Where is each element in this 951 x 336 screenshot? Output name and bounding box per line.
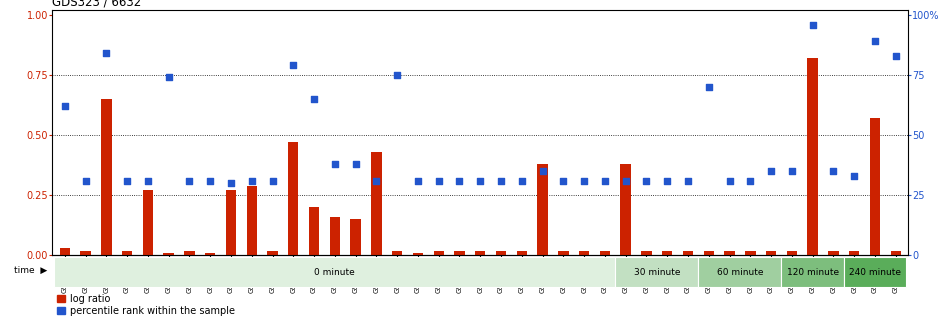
- Point: [410, 178, 425, 183]
- Bar: [164, 253, 174, 255]
- Point: [369, 178, 384, 183]
- Point: [348, 161, 363, 167]
- Bar: [330, 217, 340, 255]
- Bar: [807, 58, 818, 255]
- Bar: [413, 253, 423, 255]
- Point: [535, 169, 551, 174]
- Point: [701, 84, 716, 90]
- Point: [825, 169, 841, 174]
- Bar: [782, 257, 844, 287]
- Point: [597, 178, 612, 183]
- Bar: [434, 251, 444, 255]
- Point: [639, 178, 654, 183]
- Point: [452, 178, 467, 183]
- Point: [805, 22, 821, 27]
- Bar: [558, 251, 569, 255]
- Bar: [704, 251, 714, 255]
- Point: [431, 178, 446, 183]
- Bar: [288, 142, 299, 255]
- Point: [743, 178, 758, 183]
- Text: 120 minute: 120 minute: [786, 268, 839, 277]
- Point: [182, 178, 197, 183]
- Bar: [371, 152, 381, 255]
- Bar: [725, 251, 735, 255]
- Point: [57, 103, 72, 109]
- Bar: [267, 251, 278, 255]
- Bar: [80, 251, 90, 255]
- Point: [99, 51, 114, 56]
- Text: 60 minute: 60 minute: [717, 268, 764, 277]
- Legend: log ratio, percentile rank within the sample: log ratio, percentile rank within the sa…: [57, 294, 235, 316]
- Point: [555, 178, 571, 183]
- Bar: [246, 185, 257, 255]
- Bar: [476, 251, 485, 255]
- Point: [785, 169, 800, 174]
- Bar: [54, 257, 615, 287]
- Point: [867, 39, 883, 44]
- Point: [78, 178, 93, 183]
- Bar: [60, 248, 70, 255]
- Point: [265, 178, 281, 183]
- Bar: [746, 251, 755, 255]
- Point: [494, 178, 509, 183]
- Bar: [828, 251, 839, 255]
- Bar: [309, 207, 320, 255]
- Bar: [615, 257, 698, 287]
- Text: 0 minute: 0 minute: [315, 268, 356, 277]
- Point: [306, 96, 321, 102]
- Text: time  ▶: time ▶: [14, 266, 48, 275]
- Text: 30 minute: 30 minute: [633, 268, 680, 277]
- Bar: [662, 251, 672, 255]
- Bar: [579, 251, 590, 255]
- Bar: [786, 251, 797, 255]
- Bar: [143, 191, 153, 255]
- Bar: [698, 257, 782, 287]
- Point: [244, 178, 260, 183]
- Point: [764, 169, 779, 174]
- Bar: [620, 164, 631, 255]
- Text: GDS323 / 6632: GDS323 / 6632: [52, 0, 142, 9]
- Bar: [600, 251, 611, 255]
- Bar: [101, 99, 111, 255]
- Point: [327, 161, 342, 167]
- Bar: [516, 251, 527, 255]
- Bar: [683, 251, 693, 255]
- Bar: [455, 251, 465, 255]
- Point: [888, 53, 903, 58]
- Point: [618, 178, 633, 183]
- Point: [285, 63, 301, 68]
- Bar: [870, 118, 881, 255]
- Point: [722, 178, 737, 183]
- Point: [846, 173, 862, 179]
- Bar: [205, 253, 215, 255]
- Point: [203, 178, 218, 183]
- Point: [680, 178, 695, 183]
- Bar: [844, 257, 906, 287]
- Text: 240 minute: 240 minute: [849, 268, 901, 277]
- Bar: [122, 251, 132, 255]
- Bar: [766, 251, 776, 255]
- Bar: [495, 251, 506, 255]
- Point: [161, 75, 176, 80]
- Point: [514, 178, 530, 183]
- Bar: [537, 164, 548, 255]
- Point: [140, 178, 155, 183]
- Bar: [849, 251, 860, 255]
- Bar: [184, 251, 195, 255]
- Bar: [890, 251, 901, 255]
- Point: [576, 178, 592, 183]
- Point: [660, 178, 675, 183]
- Bar: [225, 191, 236, 255]
- Point: [120, 178, 135, 183]
- Bar: [392, 251, 402, 255]
- Point: [473, 178, 488, 183]
- Bar: [641, 251, 651, 255]
- Point: [390, 72, 405, 78]
- Point: [223, 180, 239, 186]
- Bar: [350, 219, 360, 255]
